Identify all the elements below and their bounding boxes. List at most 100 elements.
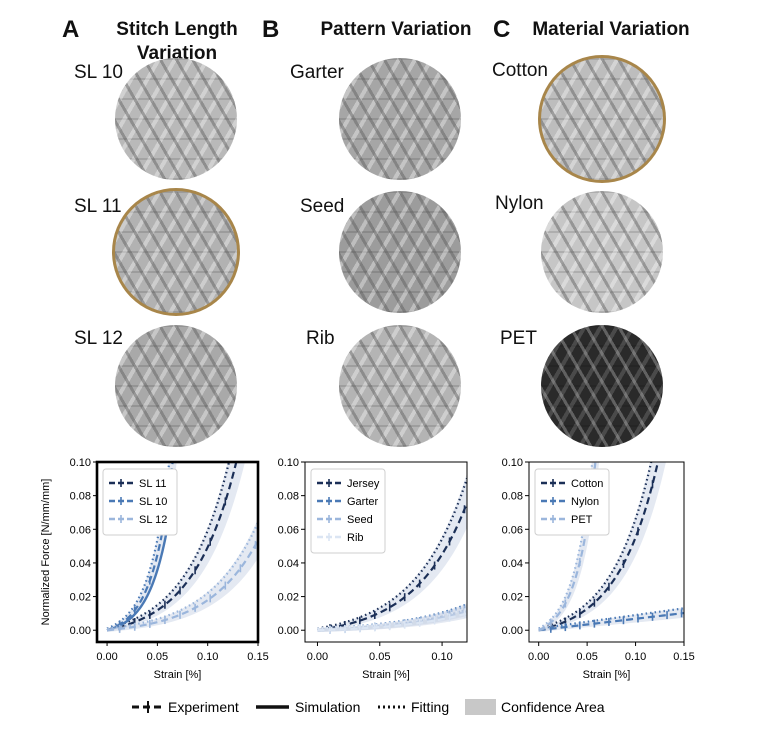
exp-sl-12	[106, 539, 258, 632]
legend-simulation-label: Simulation	[295, 699, 360, 715]
legend-label: Garter	[347, 496, 379, 508]
axes-frame	[304, 461, 468, 643]
x-tick-label: 0.15	[673, 651, 694, 663]
x-tick-label: 0.00	[307, 651, 328, 663]
x-tick-label: 0.05	[369, 651, 390, 663]
plot-area	[317, 473, 467, 634]
panel-letter-a: A	[62, 16, 80, 43]
swatch-seed	[339, 191, 461, 313]
x-axis-label: Strain [%]	[362, 669, 410, 681]
chart-3: 0.00 0.02 0.04 0.06 0.08 0.10 0.00 0.05 0.10 0.15…	[502, 457, 695, 681]
sample-label-seed: Seed	[300, 196, 345, 217]
y-tick-label: 0.08	[502, 491, 523, 503]
sample-label-pet: PET	[500, 328, 537, 349]
legend-label: Rib	[347, 532, 364, 544]
swatch-sl-12	[115, 325, 237, 447]
x-tick-label: 0.00	[528, 651, 549, 663]
panel-title-b: Pattern Variation	[320, 19, 472, 40]
panel-title-a-line1: Stitch Length	[116, 19, 238, 40]
x-tick-label: 0.10	[197, 651, 218, 663]
fit-sl-12	[106, 522, 258, 630]
fit-sl-10	[106, 462, 171, 630]
y-tick-label: 0.00	[502, 625, 523, 637]
exp-sl-11	[106, 462, 238, 632]
sample-label-cotton: Cotton	[492, 60, 548, 81]
chart-legend: Jersey Garter Seed Rib	[310, 468, 386, 554]
exp-rib	[317, 612, 467, 632]
y-tick-label: 0.00	[70, 625, 91, 637]
band-sl-10	[107, 462, 177, 632]
exp-sl-10	[106, 462, 174, 632]
sample-label-sl11: SL 11	[74, 196, 122, 217]
legend-label: Seed	[347, 514, 373, 526]
fit-pet	[538, 462, 594, 630]
panel-letter-b: B	[262, 16, 280, 43]
swatch-cotton	[541, 58, 663, 180]
sample-label-sl12: SL 12	[74, 328, 123, 349]
axes-frame	[95, 460, 260, 644]
swatch-rib	[339, 325, 461, 447]
legend-experiment-label: Experiment	[168, 699, 239, 715]
x-axis-label: Strain [%]	[583, 669, 631, 681]
band-sl-11	[107, 462, 245, 632]
x-axis-label: Strain [%]	[154, 669, 202, 681]
y-tick-label: 0.06	[70, 524, 91, 536]
chart-2: 0.00 0.02 0.04 0.06 0.08 0.10 0.00 0.05 0.10 Stra…	[278, 457, 468, 681]
fit-nylon	[538, 607, 684, 630]
x-tick-label: 0.00	[96, 651, 117, 663]
sample-label-nylon: Nylon	[495, 193, 544, 214]
y-tick-label: 0.04	[70, 558, 91, 570]
legend-box	[310, 468, 386, 554]
y-tick-label: 0.06	[502, 524, 523, 536]
chart-legend: SL 11 SL 10 SL 12	[102, 468, 178, 536]
panel-letter-c: C	[493, 16, 511, 43]
exp-pet	[538, 462, 597, 632]
swatch-nylon	[541, 191, 663, 313]
y-tick-label: 0.10	[502, 457, 523, 469]
swatch-sl-10	[115, 58, 237, 180]
legend-label: SL 11	[139, 478, 167, 490]
legend-label: SL 12	[139, 514, 167, 526]
legend-label: PET	[571, 514, 593, 526]
band-sl-12	[107, 518, 258, 632]
y-tick-label: 0.04	[502, 558, 523, 570]
legend-fitting-label: Fitting	[411, 699, 449, 715]
x-tick-label: 0.05	[147, 651, 168, 663]
y-tick-label: 0.02	[502, 592, 523, 604]
y-tick-label: 0.04	[278, 558, 299, 570]
exp-cotton	[538, 462, 660, 632]
plot-area	[538, 462, 684, 633]
x-tick-label: 0.15	[247, 651, 268, 663]
swatch-pet	[541, 325, 663, 447]
y-tick-label: 0.08	[278, 491, 299, 503]
x-tick-label: 0.10	[431, 651, 452, 663]
y-tick-label: 0.02	[278, 592, 299, 604]
panel-title-a-line2: Variation	[136, 43, 218, 64]
legend-label: Cotton	[571, 478, 603, 490]
panel-title-c: Material Variation	[532, 19, 690, 40]
swatch-sl-11	[115, 191, 237, 313]
legend-label: SL 10	[139, 496, 167, 508]
band-pet	[538, 462, 600, 632]
sample-label-rib: Rib	[306, 328, 335, 349]
band-cotton	[538, 462, 666, 632]
y-axis-label: Normalized Force [N/mm/mm]	[40, 479, 52, 626]
y-tick-label: 0.10	[70, 457, 91, 469]
bottom-legend: Experiment Simulation Fitting Confidence Ar…	[132, 699, 605, 715]
chart-1: 0.00 0.02 0.04 0.06 0.08 0.10 0.00 0.05 0.10 0.15…	[40, 457, 269, 681]
legend-label: Jersey	[347, 478, 380, 490]
swatch-garter	[339, 58, 461, 180]
exp-nylon	[538, 611, 684, 632]
y-tick-label: 0.00	[278, 625, 299, 637]
legend-label: Nylon	[571, 496, 599, 508]
legend-confidence-label: Confidence Area	[501, 699, 605, 715]
x-tick-label: 0.05	[576, 651, 597, 663]
panel-title-a: Stitch Length Variation	[104, 18, 250, 66]
y-tick-label: 0.10	[278, 457, 299, 469]
sample-label-sl10: SL 10	[74, 62, 123, 83]
chart-legend: Cotton Nylon PET	[534, 468, 610, 536]
sample-label-garter: Garter	[290, 62, 344, 83]
fit-cotton	[538, 462, 653, 630]
exp-jersey	[317, 502, 467, 632]
